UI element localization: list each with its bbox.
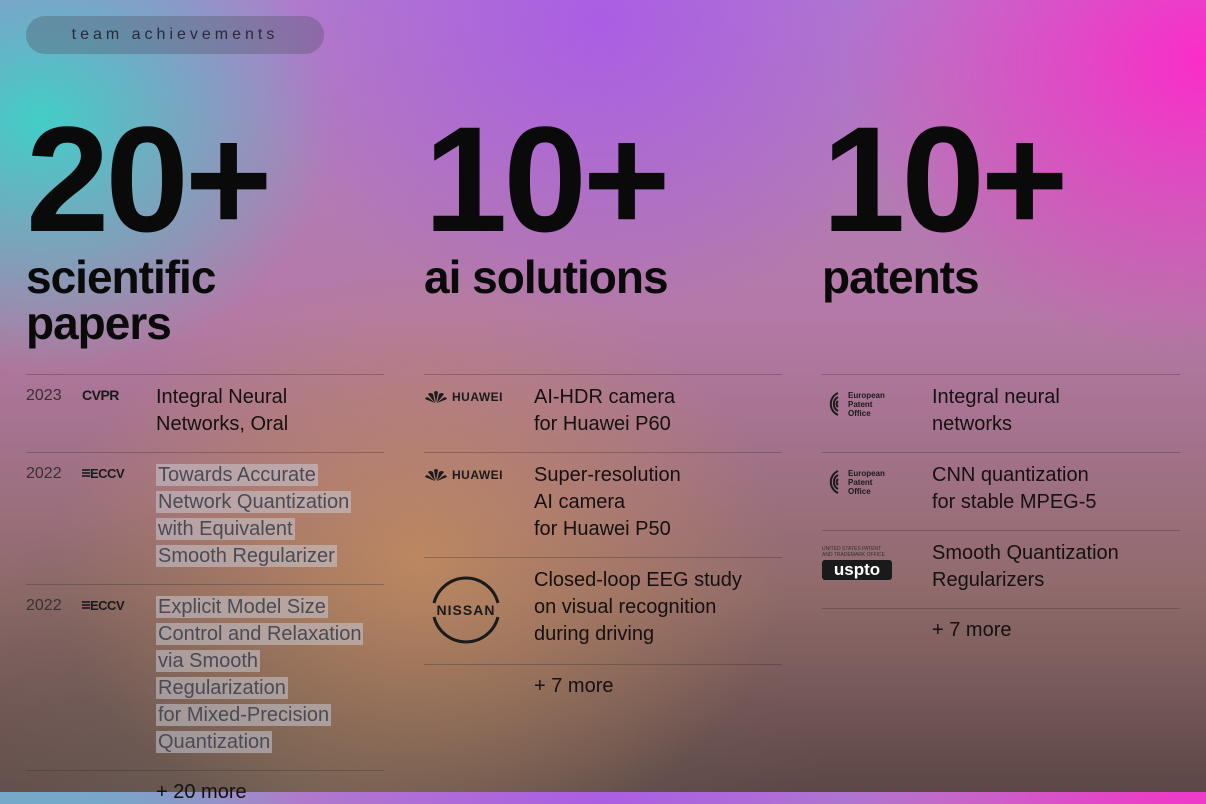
paper-year: 2023: [26, 387, 62, 404]
patents-label: patents: [822, 251, 980, 303]
svg-text:NISSAN: NISSAN: [437, 602, 496, 618]
huawei-logo-text: HUAWEI: [452, 468, 503, 482]
uspto-logo: UNITED STATES PATENT AND TRADEMARK OFFIC…: [822, 540, 932, 594]
list-item[interactable]: 2023 CVPR Integral Neural Networks, Oral: [26, 374, 384, 452]
paper-title: Towards Accurate Network Quantization wi…: [156, 464, 352, 567]
papers-column: 20+ scientific papers 2023 CVPR Integral…: [26, 95, 384, 803]
huawei-logo: HUAWEI: [424, 462, 534, 543]
papers-label-line1: scientific: [26, 251, 216, 303]
uspto-logo-text: uspto: [822, 560, 892, 580]
nissan-logo: NISSAN: [424, 567, 534, 650]
patents-list: European Patent Office Integral neural n…: [822, 374, 1180, 642]
epo-logo-icon: [829, 470, 839, 494]
paper-year: 2022: [26, 597, 62, 614]
svg-text:ECCV: ECCV: [90, 598, 125, 613]
patent-title: Smooth Quantization Regularizers: [932, 542, 1119, 591]
patents-more-link[interactable]: + 7 more: [822, 608, 1180, 642]
solution-title: Closed-loop EEG study on visual recognit…: [534, 569, 742, 645]
papers-label-line2: papers: [26, 297, 172, 349]
list-item[interactable]: HUAWEI AI-HDR camera for Huawei P60: [424, 374, 782, 452]
epo-logo: European Patent Office: [822, 462, 932, 516]
solutions-count: 10+: [424, 95, 670, 263]
solutions-label: ai solutions: [424, 251, 669, 303]
nissan-logo-icon: NISSAN: [432, 576, 500, 644]
paper-year: 2022: [26, 465, 62, 482]
epo-logo: European Patent Office: [822, 384, 932, 438]
uspto-logo-small-text: UNITED STATES PATENT AND TRADEMARK OFFIC…: [822, 546, 885, 558]
papers-more-link[interactable]: + 20 more: [26, 770, 384, 804]
huawei-logo-icon: [425, 469, 447, 481]
eccv-logo-icon: ECCV: [82, 594, 156, 756]
list-item[interactable]: UNITED STATES PATENT AND TRADEMARK OFFIC…: [822, 530, 1180, 608]
cvpr-logo-icon: CVPR: [82, 387, 119, 403]
list-item[interactable]: European Patent Office Integral neural n…: [822, 374, 1180, 452]
patent-title: Integral neural networks: [932, 386, 1060, 435]
solutions-more-link[interactable]: + 7 more: [424, 664, 782, 698]
papers-count: 20+: [26, 95, 272, 263]
solutions-column: 10+ ai solutions HUAWEI AI-HDR camera fo…: [424, 95, 782, 697]
epo-logo-text: European Patent Office: [848, 390, 885, 418]
solution-title: AI-HDR camera for Huawei P60: [534, 386, 676, 435]
solution-title: Super-resolution AI camera for Huawei P5…: [534, 464, 681, 540]
patents-column: 10+ patents European Patent Office Integ…: [822, 95, 1180, 641]
paper-title: Integral Neural Networks, Oral: [156, 386, 289, 435]
papers-list: 2023 CVPR Integral Neural Networks, Oral…: [26, 374, 384, 804]
patent-title: CNN quantization for stable MPEG-5: [932, 464, 1097, 513]
solutions-list: HUAWEI AI-HDR camera for Huawei P60 HUAW…: [424, 374, 782, 698]
epo-logo-text: European Patent Office: [848, 468, 885, 496]
epo-logo-icon: [829, 392, 839, 416]
section-badge: team achievements: [26, 16, 324, 54]
list-item[interactable]: 2022 ECCV Towards Accurate Network Quant…: [26, 452, 384, 584]
huawei-logo-text: HUAWEI: [452, 390, 503, 404]
list-item[interactable]: European Patent Office CNN quantization …: [822, 452, 1180, 530]
huawei-logo-icon: [425, 391, 447, 403]
list-item[interactable]: HUAWEI Super-resolution AI camera for Hu…: [424, 452, 782, 557]
huawei-logo: HUAWEI: [424, 384, 534, 438]
svg-text:ECCV: ECCV: [90, 466, 125, 481]
list-item[interactable]: 2022 ECCV Explicit Model Size Control an…: [26, 584, 384, 770]
eccv-logo-icon: ECCV: [82, 462, 156, 570]
paper-title: Explicit Model Size Control and Relaxati…: [156, 596, 364, 753]
patents-count: 10+: [822, 95, 1068, 263]
list-item[interactable]: NISSAN Closed-loop EEG study on visual r…: [424, 557, 782, 664]
